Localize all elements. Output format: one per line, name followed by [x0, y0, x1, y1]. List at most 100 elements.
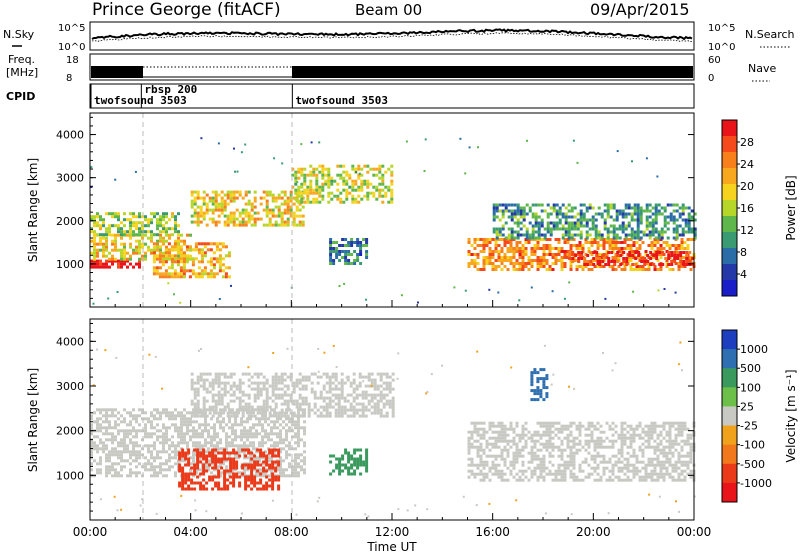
data-cell	[99, 408, 102, 412]
data-cell	[656, 445, 660, 449]
data-cell	[579, 230, 583, 234]
data-cell	[232, 217, 236, 221]
data-cell	[353, 472, 357, 476]
data-cell	[240, 474, 243, 478]
data-cell	[286, 196, 290, 200]
data-cell	[673, 254, 677, 257]
data-cell	[615, 227, 619, 231]
data-cell	[196, 402, 200, 406]
data-cell	[235, 196, 239, 200]
data-cell	[388, 387, 392, 391]
data-cell	[607, 263, 611, 266]
data-cell	[220, 196, 224, 200]
data-cell	[327, 176, 331, 180]
data-cell	[657, 289, 660, 292]
data-cell	[108, 453, 111, 457]
data-cell	[237, 444, 240, 448]
data-cell	[597, 236, 601, 240]
data-cell	[135, 248, 138, 252]
data-cell	[365, 250, 369, 253]
data-cell	[280, 396, 284, 400]
data-cell	[580, 254, 584, 257]
data-cell	[240, 438, 243, 442]
data-cell	[531, 203, 535, 207]
data-cell	[96, 450, 99, 454]
data-cell	[223, 375, 227, 379]
data-cell	[276, 432, 279, 436]
data-cell	[117, 212, 120, 216]
data-cell	[199, 487, 203, 491]
data-cell	[153, 471, 156, 475]
data-cell	[690, 227, 694, 231]
data-cell	[198, 474, 201, 478]
data-cell	[578, 265, 582, 268]
data-cell	[165, 239, 168, 243]
data-cell	[518, 262, 522, 265]
data-cell	[491, 460, 495, 464]
data-cell	[335, 457, 339, 461]
data-cell	[301, 214, 305, 218]
data-cell	[385, 402, 389, 406]
data-cell	[350, 454, 354, 458]
data-cell	[337, 393, 341, 397]
data-cell	[476, 256, 480, 259]
data-cell	[268, 411, 272, 415]
data-cell	[482, 238, 486, 241]
data-cell	[594, 230, 598, 234]
data-cell	[479, 421, 483, 425]
data-cell	[247, 393, 251, 397]
data-cell	[533, 439, 537, 443]
data-cell	[197, 275, 201, 279]
data-cell	[96, 251, 99, 255]
data-cell	[135, 239, 138, 243]
freq-bar-block-2	[292, 66, 693, 78]
data-cell	[283, 193, 287, 197]
data-cell	[583, 263, 587, 266]
data-cell	[629, 256, 633, 259]
data-cell	[510, 227, 514, 231]
data-cell	[164, 251, 168, 255]
data-cell	[521, 253, 525, 256]
data-cell	[223, 384, 227, 388]
data-cell	[277, 475, 281, 479]
data-cell	[518, 241, 522, 244]
data-cell	[135, 224, 138, 228]
data-cell	[105, 474, 108, 478]
data-cell	[352, 408, 356, 412]
data-cell	[473, 247, 477, 250]
data-cell	[102, 224, 105, 228]
data-cell	[344, 262, 348, 265]
data-cell	[300, 167, 304, 171]
data-cell	[545, 253, 549, 256]
data-cell	[330, 176, 334, 180]
data-cell	[558, 206, 562, 210]
data-cell	[162, 411, 165, 415]
data-cell	[388, 405, 392, 409]
data-cell	[587, 472, 591, 476]
data-cell	[663, 218, 667, 222]
data-cell	[120, 450, 123, 454]
data-cell	[90, 423, 93, 427]
data-cell	[147, 444, 150, 448]
data-cell	[381, 176, 385, 180]
data-cell	[132, 212, 135, 216]
data-cell	[220, 460, 224, 464]
data-cell	[171, 444, 174, 448]
data-cell	[265, 396, 269, 400]
data-cell	[220, 457, 224, 461]
data-cell	[515, 433, 519, 437]
data-cell	[350, 238, 354, 241]
data-cell	[367, 402, 371, 406]
data-cell	[666, 236, 670, 240]
data-cell	[176, 272, 180, 276]
data-cell	[185, 245, 189, 249]
data-cell	[659, 265, 663, 268]
data-cell	[602, 466, 606, 470]
data-cell	[681, 218, 685, 222]
data-cell	[292, 399, 296, 403]
data-cell	[271, 208, 275, 212]
data-cell	[577, 251, 581, 254]
data-cell	[593, 439, 597, 443]
data-cell	[228, 408, 231, 412]
data-cell	[590, 241, 594, 244]
